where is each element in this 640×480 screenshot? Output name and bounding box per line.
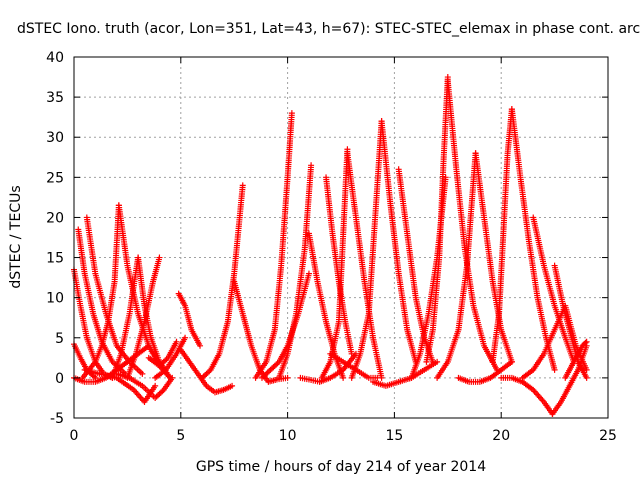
axis-ticks bbox=[73, 56, 609, 419]
y-tick-labels: -5 0 5 10 15 20 25 30 35 40 bbox=[46, 50, 64, 427]
data-point bbox=[374, 374, 381, 381]
data-point bbox=[583, 374, 590, 381]
y-tick-label: 30 bbox=[46, 130, 64, 146]
y-tick-label: 35 bbox=[46, 90, 64, 106]
plot-frame bbox=[73, 56, 609, 419]
data-arc bbox=[318, 146, 351, 381]
data-point bbox=[551, 366, 558, 373]
y-tick-label: 10 bbox=[46, 291, 64, 307]
x-tick-labels: 0 5 10 15 20 25 bbox=[70, 428, 617, 444]
data-arc bbox=[79, 202, 122, 381]
data-point bbox=[288, 110, 295, 117]
x-tick-label: 15 bbox=[385, 428, 403, 444]
data-arc bbox=[455, 358, 515, 385]
data-point bbox=[305, 270, 312, 277]
data-arc bbox=[305, 230, 347, 381]
data-arc bbox=[323, 174, 355, 357]
data-point bbox=[229, 382, 236, 389]
data-arc bbox=[152, 334, 189, 381]
data-arc bbox=[472, 150, 515, 365]
data-arc bbox=[113, 370, 176, 401]
y-tick-label: -5 bbox=[50, 411, 64, 427]
data-arc bbox=[177, 346, 236, 396]
data-arc bbox=[378, 118, 419, 365]
data-arc bbox=[276, 162, 315, 381]
data-arc bbox=[498, 374, 556, 417]
data-arc bbox=[252, 110, 295, 381]
data-arc bbox=[562, 338, 590, 381]
data-point bbox=[340, 374, 347, 381]
y-tick-label: 25 bbox=[46, 170, 64, 186]
data-point bbox=[308, 162, 315, 169]
data-point bbox=[239, 182, 246, 189]
chart-title: dSTEC Iono. truth (acor, Lon=351, Lat=43… bbox=[17, 21, 640, 37]
x-tick-label: 20 bbox=[492, 428, 510, 444]
data-point bbox=[284, 374, 291, 381]
data-arc bbox=[489, 106, 515, 365]
data-point bbox=[508, 358, 515, 365]
data-point bbox=[429, 358, 436, 365]
data-arc bbox=[199, 182, 246, 381]
data-point bbox=[582, 339, 589, 346]
data-arc bbox=[434, 150, 479, 381]
data-point bbox=[197, 342, 204, 349]
data-arc bbox=[145, 338, 180, 369]
data-point bbox=[583, 338, 590, 345]
y-tick-label: 5 bbox=[55, 331, 64, 347]
data-point bbox=[156, 254, 163, 261]
data-arc bbox=[327, 350, 381, 381]
x-tick-label: 25 bbox=[599, 428, 617, 444]
data-point bbox=[182, 334, 189, 341]
data-arc bbox=[175, 290, 204, 349]
data-point bbox=[583, 366, 590, 373]
data-arc bbox=[71, 341, 99, 381]
y-tick-label: 0 bbox=[55, 371, 64, 387]
y-tick-label: 20 bbox=[46, 210, 64, 226]
y-tick-label: 40 bbox=[46, 50, 64, 66]
data-arc bbox=[75, 226, 129, 377]
x-tick-label: 5 bbox=[176, 428, 185, 444]
y-axis-label: dSTEC / TECUs bbox=[8, 185, 24, 288]
data-point bbox=[169, 374, 176, 381]
data-points bbox=[71, 74, 590, 417]
data-arc bbox=[135, 254, 174, 381]
x-tick-label: 10 bbox=[279, 428, 297, 444]
data-point bbox=[152, 382, 159, 389]
data-arc bbox=[81, 366, 159, 405]
x-axis-label: GPS time / hours of day 214 of year 2014 bbox=[196, 459, 486, 475]
data-arc bbox=[508, 106, 558, 373]
data-arc bbox=[519, 302, 590, 381]
x-tick-label: 0 bbox=[70, 428, 79, 444]
data-arc bbox=[395, 166, 436, 365]
data-arc bbox=[124, 254, 163, 381]
y-tick-label: 15 bbox=[46, 251, 64, 267]
data-arc bbox=[444, 78, 500, 373]
data-arc bbox=[348, 118, 385, 381]
data-point bbox=[139, 370, 146, 377]
data-point bbox=[173, 338, 180, 345]
